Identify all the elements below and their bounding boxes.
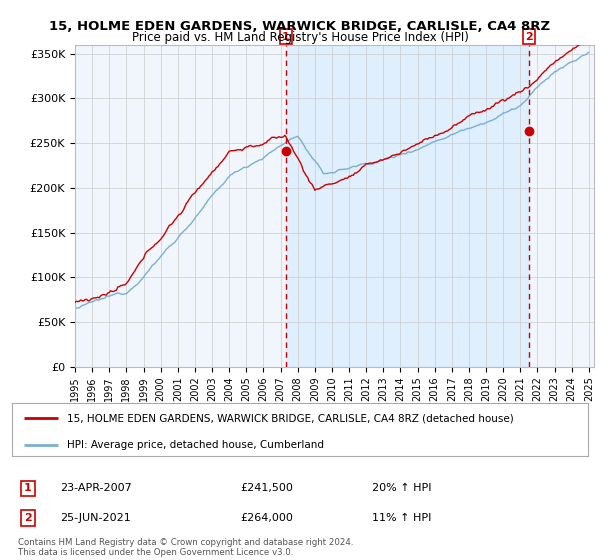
- Text: 15, HOLME EDEN GARDENS, WARWICK BRIDGE, CARLISLE, CA4 8RZ: 15, HOLME EDEN GARDENS, WARWICK BRIDGE, …: [49, 20, 551, 32]
- Text: 2: 2: [525, 31, 533, 41]
- Text: 23-APR-2007: 23-APR-2007: [60, 483, 132, 493]
- Text: HPI: Average price, detached house, Cumberland: HPI: Average price, detached house, Cumb…: [67, 440, 324, 450]
- Bar: [286, 45, 529, 367]
- Text: Contains HM Land Registry data © Crown copyright and database right 2024.
This d: Contains HM Land Registry data © Crown c…: [18, 538, 353, 557]
- Text: 20% ↑ HPI: 20% ↑ HPI: [372, 483, 431, 493]
- Text: 1: 1: [282, 31, 290, 41]
- Text: 11% ↑ HPI: 11% ↑ HPI: [372, 513, 431, 523]
- Text: 2: 2: [24, 513, 32, 523]
- Text: 15, HOLME EDEN GARDENS, WARWICK BRIDGE, CARLISLE, CA4 8RZ (detached house): 15, HOLME EDEN GARDENS, WARWICK BRIDGE, …: [67, 413, 514, 423]
- Text: Price paid vs. HM Land Registry's House Price Index (HPI): Price paid vs. HM Land Registry's House …: [131, 31, 469, 44]
- Text: £264,000: £264,000: [240, 513, 293, 523]
- Text: 1: 1: [24, 483, 32, 493]
- Text: 25-JUN-2021: 25-JUN-2021: [60, 513, 131, 523]
- Text: £241,500: £241,500: [240, 483, 293, 493]
